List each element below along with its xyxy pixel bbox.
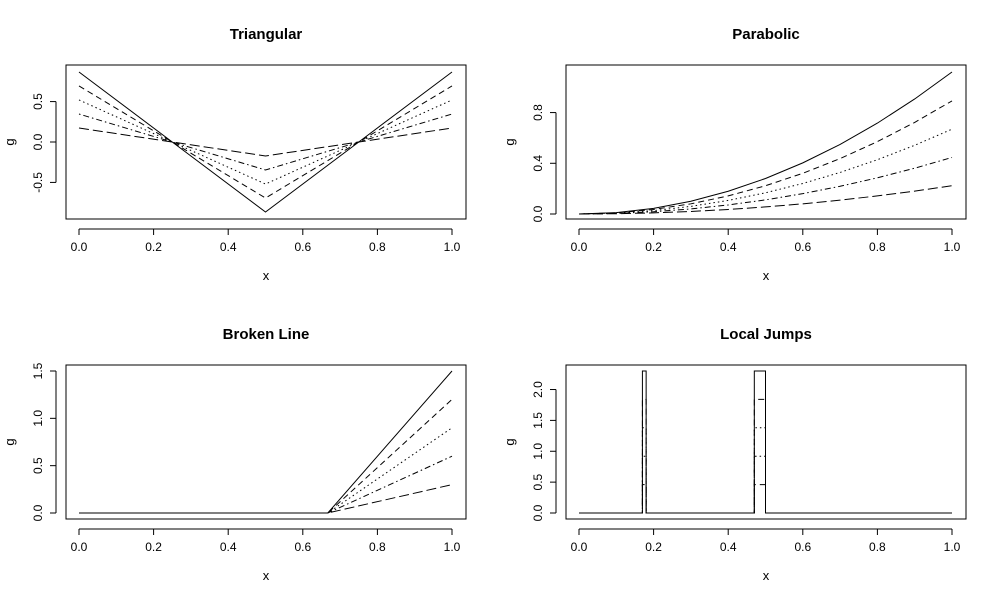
x-tick-label: 1.0 — [944, 240, 961, 254]
x-axis-label: x — [763, 568, 770, 583]
y-tick-label: 0.5 — [31, 93, 45, 110]
x-tick-label: 1.0 — [944, 540, 961, 554]
x-tick-label: 0.8 — [869, 240, 886, 254]
y-tick-label: 1.0 — [531, 443, 545, 460]
x-tick-label: 0.4 — [220, 240, 237, 254]
series-line-4 — [79, 484, 453, 514]
x-tick-label: 0.8 — [369, 240, 386, 254]
x-tick-label: 0.6 — [794, 540, 811, 554]
y-tick-label: 2.0 — [531, 381, 545, 398]
y-axis-label: g — [502, 438, 517, 445]
plot-frame — [565, 64, 967, 220]
y-tick-label: 0.5 — [531, 473, 545, 490]
series-line-2 — [578, 128, 953, 215]
y-axis-label: g — [2, 138, 17, 145]
x-axis-label: x — [763, 268, 770, 283]
y-tick-label: 0.8 — [531, 104, 545, 121]
x-tick-label: 0.2 — [145, 540, 162, 554]
x-tick-label: 0.6 — [794, 240, 811, 254]
series-line-0 — [79, 370, 453, 514]
plot-frame — [65, 64, 467, 220]
x-tick-label: 0.8 — [369, 540, 386, 554]
x-tick-label: 0.0 — [571, 540, 588, 554]
x-axis-label: x — [263, 568, 270, 583]
panel-2: Broken Line 0.0 0.2 0.4 0.6 0.8 1.0 0.0 0.5 1.0 1.… — [2, 326, 467, 583]
plot-frame — [565, 364, 967, 520]
y-tick-label: 1.5 — [31, 362, 45, 379]
series-line-4 — [78, 127, 453, 157]
y-tick-label: 0.4 — [531, 155, 545, 172]
y-tick-label: 1.5 — [531, 412, 545, 429]
x-tick-label: 0.4 — [720, 240, 737, 254]
panel-3: Local Jumps 0.0 0.2 0.4 0.6 0.8 1.0 0.0 0.5 1.0 1.… — [502, 326, 967, 583]
series-line-3 — [578, 156, 953, 215]
x-tick-label: 0.2 — [645, 240, 662, 254]
panel-title: Local Jumps — [720, 326, 812, 343]
x-tick-label: 0.8 — [869, 540, 886, 554]
series-line-1 — [578, 100, 953, 215]
panel-1: Parabolic 0.0 0.2 0.4 0.6 0.8 1.0 0.0 0.4 0.8 x g — [502, 26, 967, 283]
y-tick-label: 0.0 — [531, 205, 545, 222]
series-line-4 — [579, 484, 952, 514]
y-axis-label: g — [2, 438, 17, 445]
series-line-0 — [578, 71, 953, 215]
x-tick-label: 0.6 — [294, 240, 311, 254]
series-line-3 — [78, 113, 453, 171]
panel-title: Broken Line — [223, 326, 310, 343]
y-tick-label: 0.0 — [31, 133, 45, 150]
series-line-2 — [79, 427, 453, 514]
x-tick-label: 0.0 — [71, 540, 88, 554]
x-tick-label: 0.2 — [645, 540, 662, 554]
series-line-1 — [78, 85, 453, 199]
x-tick-label: 0.6 — [294, 540, 311, 554]
x-tick-label: 0.4 — [220, 540, 237, 554]
y-tick-label: 0.5 — [31, 457, 45, 474]
x-tick-label: 0.2 — [145, 240, 162, 254]
x-tick-label: 0.0 — [571, 240, 588, 254]
series-line-4 — [578, 185, 953, 215]
series-line-1 — [79, 399, 453, 514]
y-tick-label: 0.0 — [531, 504, 545, 521]
x-tick-label: 0.4 — [720, 540, 737, 554]
x-axis-label: x — [263, 268, 270, 283]
series-line-0 — [78, 71, 453, 213]
y-tick-label: 1.0 — [31, 410, 45, 427]
series-line-3 — [79, 455, 453, 514]
y-tick-label: -0.5 — [31, 172, 45, 193]
y-tick-label: 0.0 — [31, 504, 45, 521]
panel-title: Parabolic — [732, 26, 800, 43]
series-line-2 — [78, 99, 453, 185]
y-axis-label: g — [502, 138, 517, 145]
panel-0: Triangular 0.0 0.2 0.4 0.6 0.8 1.0 -0.5 0.0 0.5 x g — [2, 26, 467, 283]
x-tick-label: 0.0 — [71, 240, 88, 254]
panel-title: Triangular — [230, 26, 303, 43]
plot-frame — [65, 364, 467, 520]
x-tick-label: 1.0 — [444, 540, 461, 554]
x-tick-label: 1.0 — [444, 240, 461, 254]
